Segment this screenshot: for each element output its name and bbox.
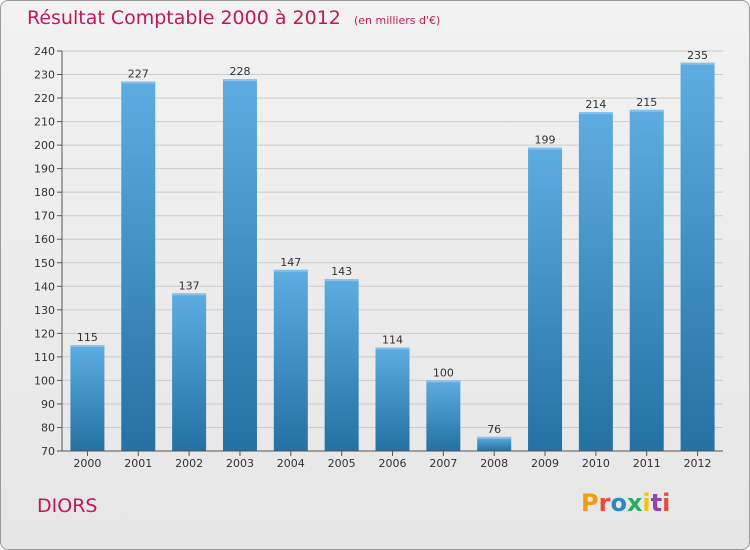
data-label: 214: [585, 98, 606, 111]
bar-highlight: [222, 79, 257, 82]
x-tick-label: 2007: [429, 457, 457, 470]
x-tick-label: 2008: [480, 457, 508, 470]
bar-2005[interactable]: [324, 279, 359, 451]
y-tick-label: 170: [34, 210, 55, 223]
x-tick-label: 2009: [531, 457, 559, 470]
data-label: 147: [280, 256, 301, 269]
y-tick-label: 80: [41, 421, 55, 434]
bar-2002[interactable]: [172, 293, 207, 451]
bar-highlight: [121, 81, 156, 84]
bar-highlight: [578, 112, 613, 115]
place-name: DIORS: [37, 495, 98, 517]
data-label: 137: [179, 279, 200, 292]
y-tick-label: 180: [34, 186, 55, 199]
logo-letter: r: [598, 489, 611, 517]
bar-highlight: [172, 293, 207, 296]
logo-letter: t: [650, 489, 663, 517]
logo-letter: o: [610, 489, 627, 517]
x-tick-label: 2010: [582, 457, 610, 470]
y-tick-label: 220: [34, 92, 55, 105]
logo-letter: i: [642, 489, 651, 517]
data-label: 235: [687, 49, 708, 62]
x-tick-label: 2011: [633, 457, 661, 470]
data-label: 76: [487, 423, 501, 436]
data-label: 143: [331, 265, 352, 278]
bar-2003[interactable]: [222, 79, 257, 451]
bar-2000[interactable]: [70, 345, 105, 451]
y-tick-label: 70: [41, 445, 55, 458]
data-label: 228: [229, 65, 250, 78]
proxiti-logo[interactable]: Proxiti: [581, 489, 670, 517]
bar-highlight: [477, 436, 512, 439]
bar-2008[interactable]: [477, 436, 512, 451]
y-tick-label: 90: [41, 398, 55, 411]
bar-highlight: [629, 109, 664, 112]
data-label: 227: [128, 68, 149, 81]
x-tick-label: 2005: [328, 457, 356, 470]
y-tick-label: 120: [34, 327, 55, 340]
bar-highlight: [324, 279, 359, 282]
y-tick-label: 240: [34, 45, 55, 58]
x-tick-label: 2000: [73, 457, 101, 470]
data-label: 199: [535, 133, 556, 146]
x-tick-label: 2004: [277, 457, 305, 470]
data-label: 115: [77, 331, 98, 344]
logo-letter: P: [581, 489, 599, 517]
bar-2010[interactable]: [578, 112, 613, 452]
y-tick-label: 160: [34, 233, 55, 246]
bar-2001[interactable]: [121, 81, 156, 452]
y-tick-label: 200: [34, 139, 55, 152]
data-label: 215: [636, 96, 657, 109]
bar-2006[interactable]: [375, 347, 410, 451]
y-tick-label: 140: [34, 280, 55, 293]
logo-letter: x: [626, 489, 643, 517]
x-tick-label: 2002: [175, 457, 203, 470]
y-tick-label: 110: [34, 351, 55, 364]
bar-highlight: [528, 147, 563, 150]
y-tick-label: 210: [34, 116, 55, 129]
logo-letter: i: [662, 489, 671, 517]
bar-2004[interactable]: [273, 269, 308, 451]
bars-layer: 115 227 137 228 147 143 114 100 76 199 214 215 235: [70, 49, 715, 452]
y-tick-label: 130: [34, 304, 55, 317]
x-tick-label: 2001: [124, 457, 152, 470]
y-tick-label: 100: [34, 374, 55, 387]
title-row: Résultat Comptable 2000 à 2012 (en milli…: [27, 7, 440, 29]
x-tick-label: 2012: [684, 457, 712, 470]
bar-2012[interactable]: [680, 62, 715, 451]
bar-2009[interactable]: [528, 147, 563, 451]
bar-2011[interactable]: [629, 109, 664, 451]
data-label: 100: [433, 366, 454, 379]
bar-highlight: [70, 345, 105, 348]
y-tick-label: 190: [34, 163, 55, 176]
axis-layer: 7080901001101201301401501601701801902002…: [34, 45, 723, 470]
y-tick-label: 150: [34, 257, 55, 270]
bar-highlight: [680, 62, 715, 65]
bar-highlight: [375, 347, 410, 350]
chart-subtitle: (en milliers d'€): [353, 14, 441, 27]
x-tick-label: 2003: [226, 457, 254, 470]
bar-highlight: [273, 269, 308, 272]
chart-title: Résultat Comptable 2000 à 2012: [27, 7, 341, 29]
x-tick-label: 2006: [379, 457, 407, 470]
bar-2007[interactable]: [426, 380, 461, 451]
bar-highlight: [426, 380, 461, 383]
y-tick-label: 230: [34, 69, 55, 82]
data-label: 114: [382, 333, 403, 346]
